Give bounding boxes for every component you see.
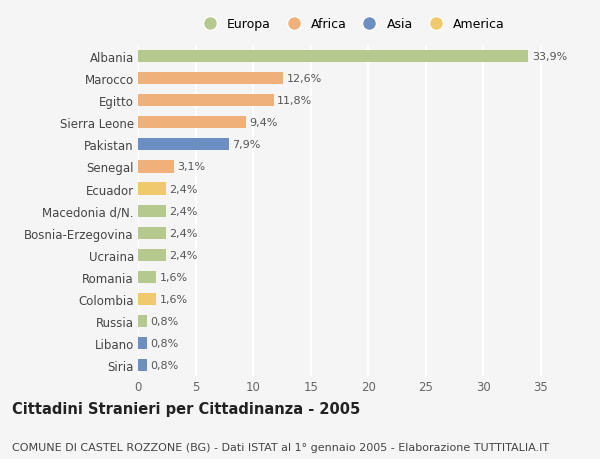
Bar — [138, 73, 283, 85]
Text: Cittadini Stranieri per Cittadinanza - 2005: Cittadini Stranieri per Cittadinanza - 2… — [12, 401, 360, 416]
Bar — [138, 227, 166, 239]
Text: 7,9%: 7,9% — [232, 140, 261, 150]
Text: 1,6%: 1,6% — [160, 272, 188, 282]
Bar — [138, 161, 173, 173]
Text: 9,4%: 9,4% — [250, 118, 278, 128]
Text: 0,8%: 0,8% — [151, 316, 179, 326]
Bar — [138, 139, 229, 151]
Bar — [138, 117, 246, 129]
Bar — [138, 95, 274, 107]
Text: COMUNE DI CASTEL ROZZONE (BG) - Dati ISTAT al 1° gennaio 2005 - Elaborazione TUT: COMUNE DI CASTEL ROZZONE (BG) - Dati IST… — [12, 442, 549, 452]
Bar — [138, 249, 166, 261]
Text: 2,4%: 2,4% — [169, 206, 197, 216]
Bar — [138, 315, 147, 327]
Text: 2,4%: 2,4% — [169, 250, 197, 260]
Text: 33,9%: 33,9% — [532, 52, 567, 62]
Text: 3,1%: 3,1% — [177, 162, 205, 172]
Bar — [138, 359, 147, 371]
Bar — [138, 293, 157, 305]
Bar — [138, 51, 529, 63]
Text: 2,4%: 2,4% — [169, 228, 197, 238]
Bar — [138, 337, 147, 349]
Text: 11,8%: 11,8% — [277, 96, 313, 106]
Text: 2,4%: 2,4% — [169, 184, 197, 194]
Legend: Europa, Africa, Asia, America: Europa, Africa, Asia, America — [194, 16, 508, 34]
Bar — [138, 271, 157, 283]
Bar — [138, 183, 166, 195]
Bar — [138, 205, 166, 217]
Text: 0,8%: 0,8% — [151, 338, 179, 348]
Text: 12,6%: 12,6% — [287, 74, 322, 84]
Text: 1,6%: 1,6% — [160, 294, 188, 304]
Text: 0,8%: 0,8% — [151, 360, 179, 370]
